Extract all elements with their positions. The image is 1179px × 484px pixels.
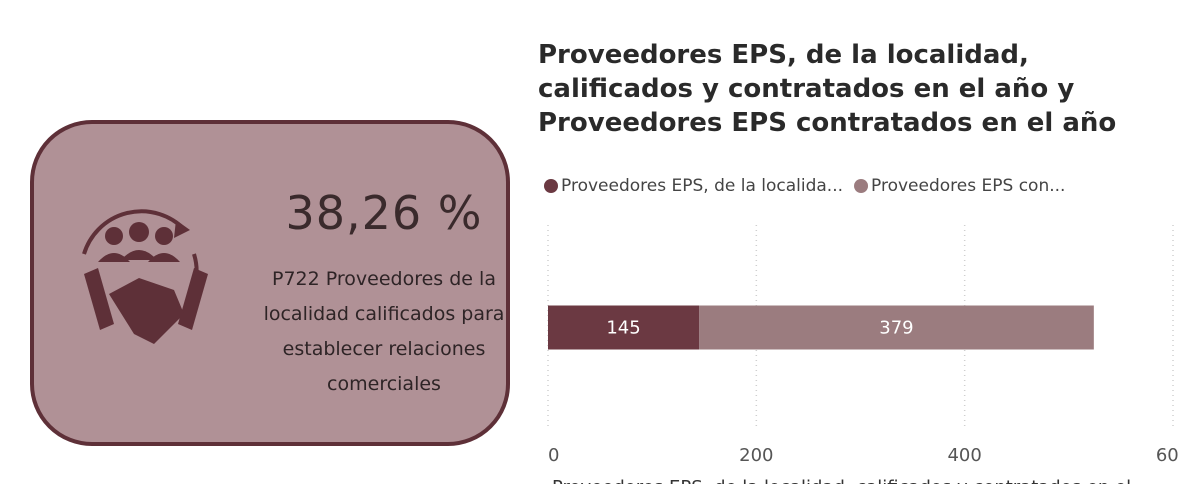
legend-marker bbox=[854, 179, 869, 193]
bar-segment bbox=[699, 305, 1094, 350]
card-value: 38,26 % bbox=[285, 186, 483, 240]
kpi-card: 38,26 % P722 Proveedores de la localidad… bbox=[30, 120, 510, 446]
bar-segment bbox=[548, 305, 700, 350]
data-label: 145 bbox=[606, 318, 640, 339]
x-tick-label: 400 bbox=[947, 445, 981, 466]
data-label: 379 bbox=[879, 318, 913, 339]
x-tick-label: 600 bbox=[1156, 445, 1179, 466]
legend-label: Proveedores EPS, de la localida... bbox=[561, 176, 843, 196]
legend-marker bbox=[544, 179, 558, 193]
card-label: P722 Proveedores de la localidad calific… bbox=[263, 268, 505, 395]
legend-label: Proveedores EPS con... bbox=[871, 176, 1065, 196]
icon bbox=[82, 209, 208, 344]
x-tick-label: 0 bbox=[548, 445, 559, 466]
x-axis-label: Proveedores EPS, de la localidad, califi… bbox=[552, 477, 1131, 484]
icon-people bbox=[84, 222, 208, 344]
x-tick-label: 200 bbox=[739, 445, 773, 466]
icon-arrowhead bbox=[174, 220, 190, 238]
icon-arrow bbox=[82, 209, 186, 255]
chart-title: Proveedores EPS, de la localidad, califi… bbox=[538, 40, 1117, 138]
